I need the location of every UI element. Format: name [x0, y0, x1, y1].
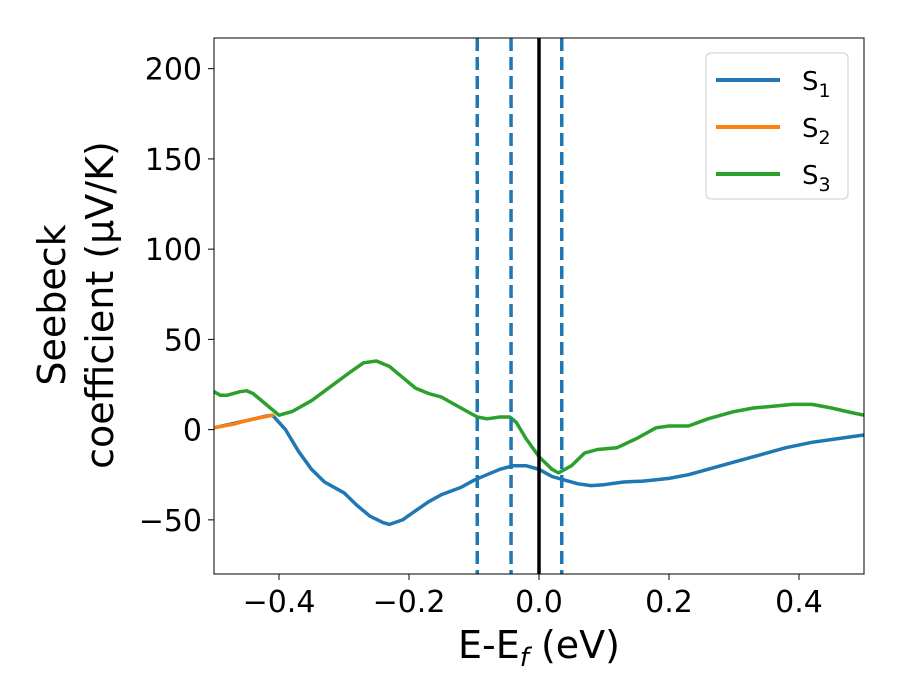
legend-label-s1: S1: [802, 67, 831, 102]
x-tick-label: −0.2: [373, 585, 446, 620]
x-tick-label: −0.4: [243, 585, 316, 620]
y-axis-title-line2: coefficient (μV/K): [78, 141, 122, 469]
legend: S1 S2 S3: [705, 52, 849, 200]
x-axis-title: E-Ef (eV): [458, 623, 620, 673]
x-tick-label: 0.4: [775, 585, 823, 620]
y-tick-label: 200: [145, 53, 202, 88]
y-tick-label: 50: [164, 323, 202, 358]
y-tick-label: 150: [145, 143, 202, 178]
x-tick-label: 0.2: [645, 585, 693, 620]
legend-label-s3: S3: [802, 161, 831, 196]
y-axis-title: Seebeck coefficient (μV/K): [30, 141, 122, 469]
series-line-s3: [214, 359, 864, 475]
series-line-s2: [214, 413, 275, 430]
y-tick-label: 100: [145, 233, 202, 268]
series-line-s1: [214, 413, 864, 527]
x-tick-label: 0.0: [515, 585, 563, 620]
y-tick-label: −50: [139, 504, 202, 539]
y-tick-label: 0: [183, 414, 202, 449]
legend-label-s2: S2: [802, 114, 831, 149]
plot-content: [214, 38, 864, 574]
y-axis-title-line1: Seebeck: [30, 224, 74, 385]
axis-ticks: −0.4 −0.2 0.0 0.2 0.4 −50 0 50 100 150 200: [139, 53, 823, 620]
